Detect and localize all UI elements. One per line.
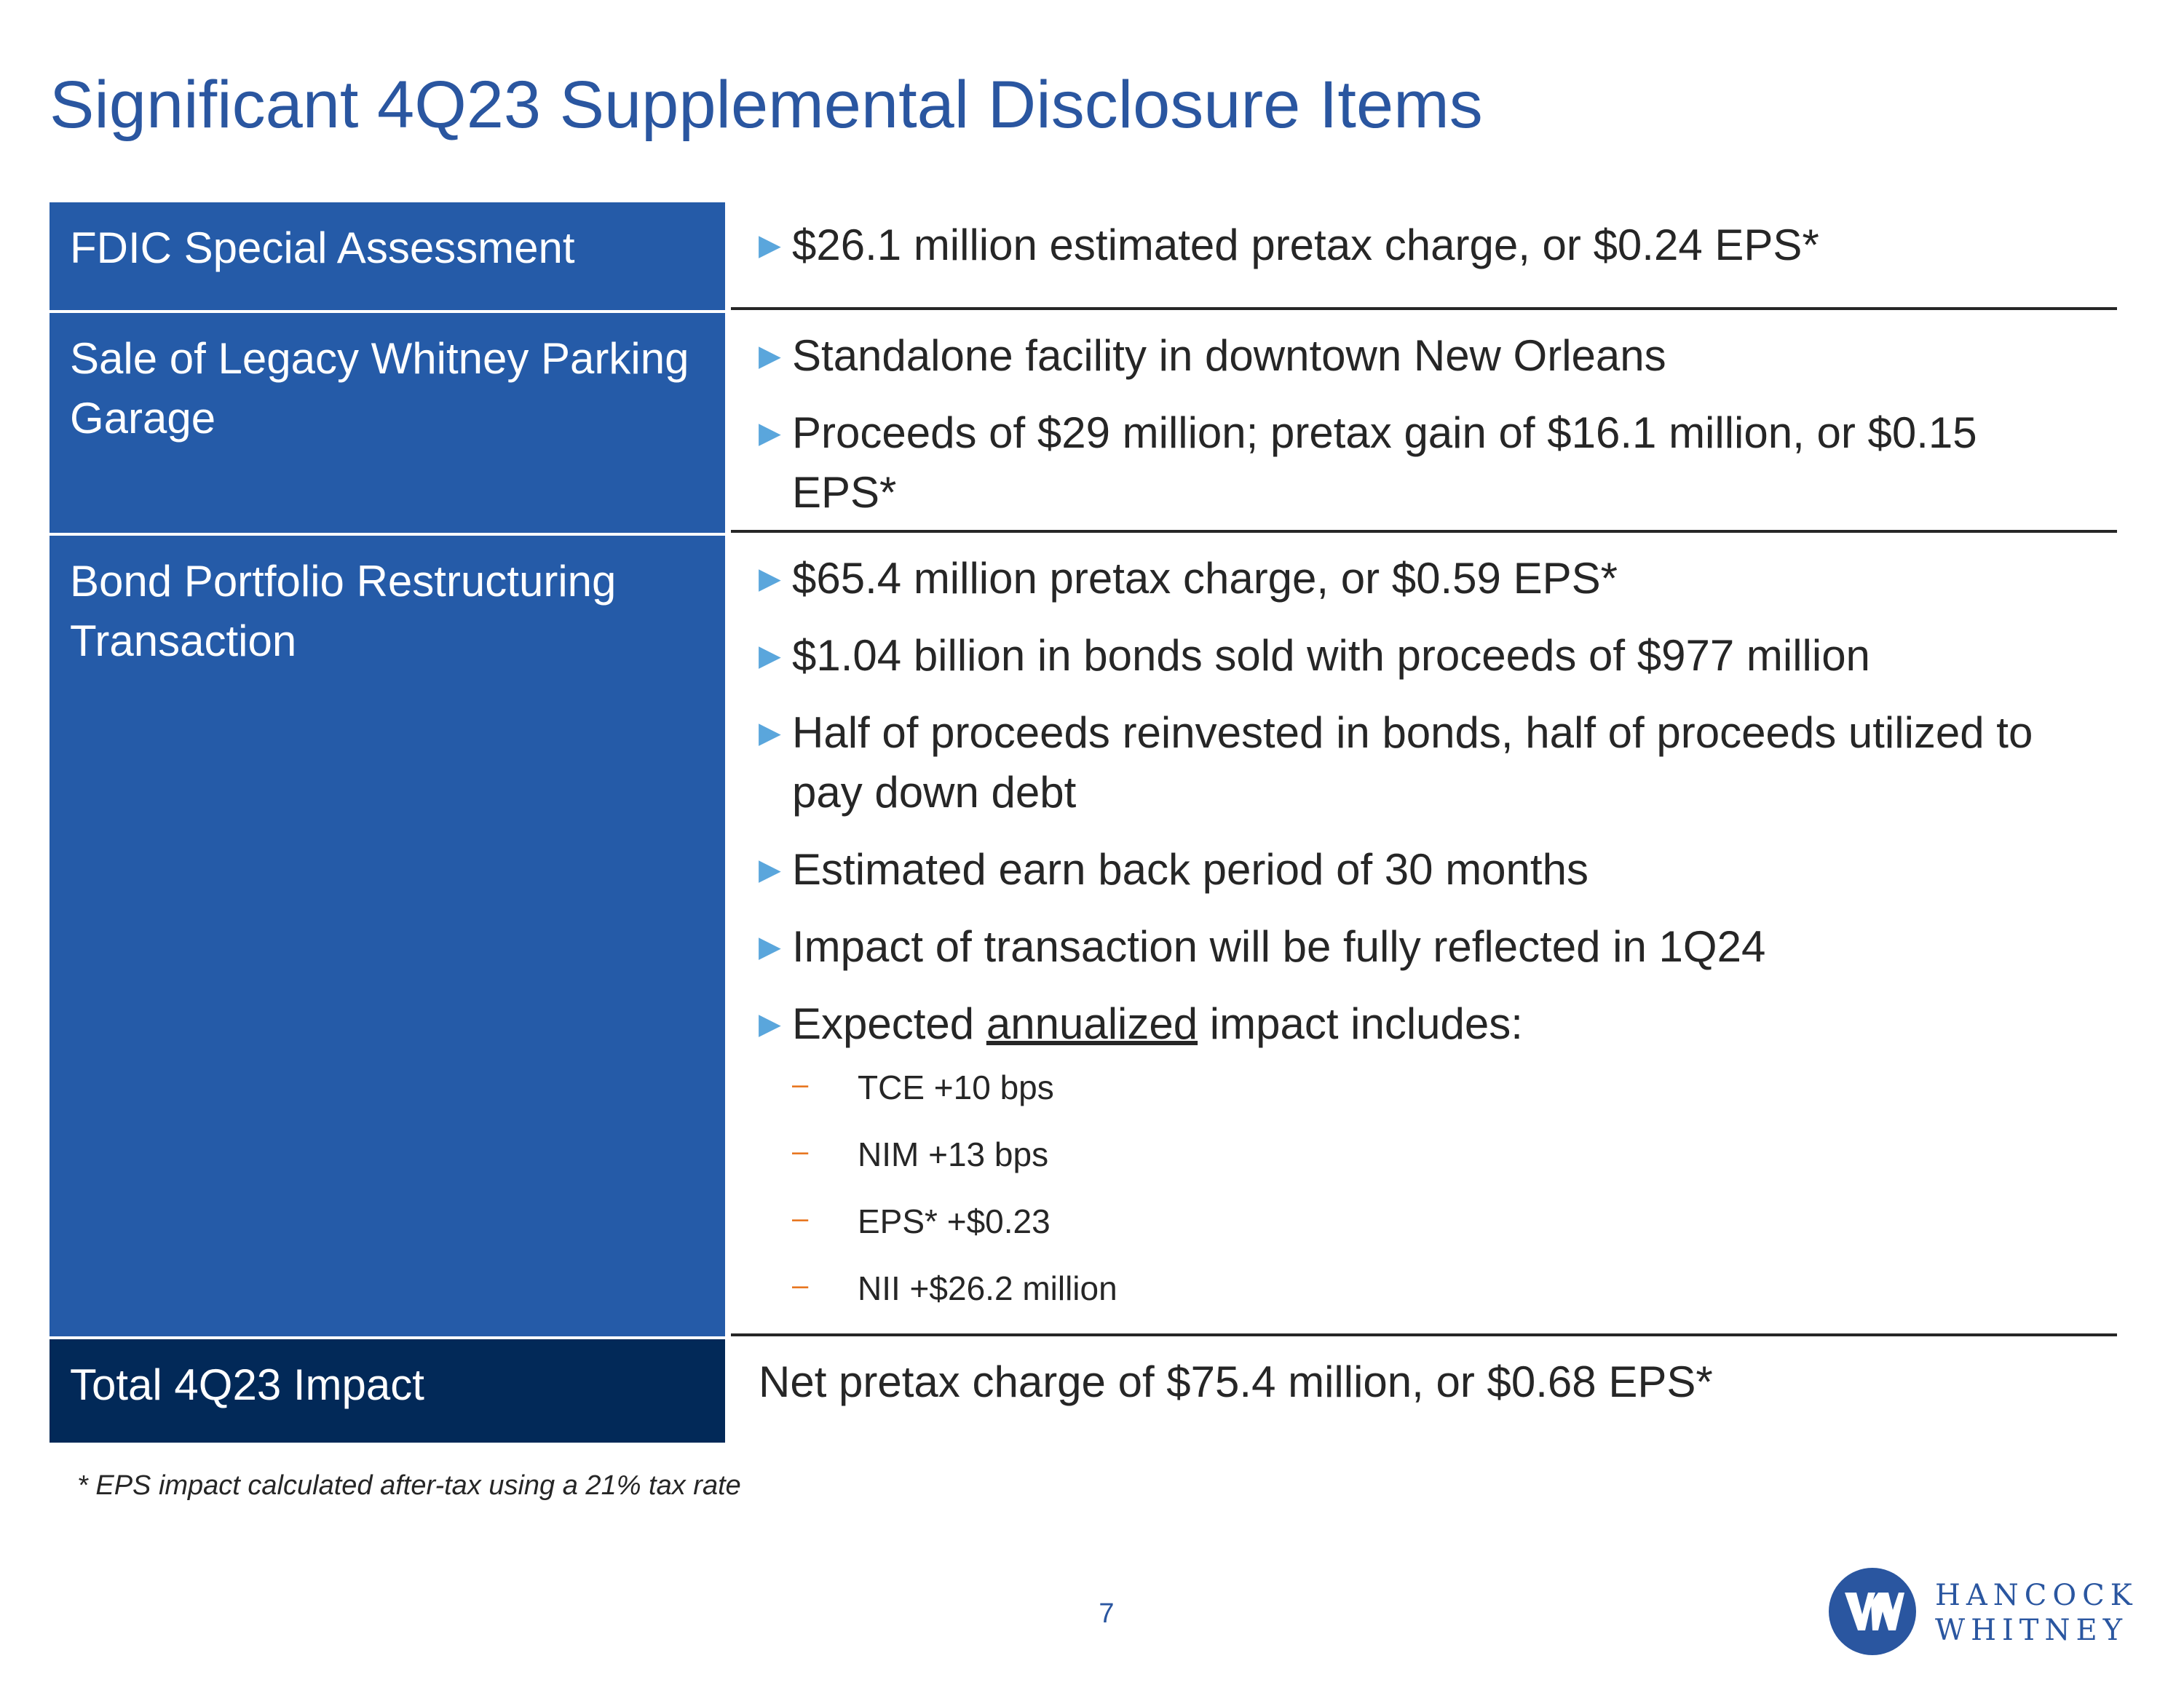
row-label: FDIC Special Assessment xyxy=(50,202,725,310)
bullet-text-prefix: Expected xyxy=(792,999,986,1048)
list-item: ▶ Standalone facility in downtown New Or… xyxy=(759,326,2073,386)
list-item: ▶ $65.4 million pretax charge, or $0.59 … xyxy=(759,549,2073,608)
logo-line-1: HANCOCK xyxy=(1935,1579,2138,1612)
row-content: ▶ $26.1 million estimated pretax charge,… xyxy=(731,202,2117,310)
triangle-bullet-icon: ▶ xyxy=(759,853,781,887)
list-item: ▶ Estimated earn back period of 30 month… xyxy=(759,840,2073,900)
row-label: Bond Portfolio Restructuring Transaction xyxy=(50,536,725,1336)
sub-list-item: – EPS* +$0.23 xyxy=(759,1198,2073,1245)
triangle-bullet-icon: ▶ xyxy=(759,229,781,262)
bullet-text: Estimated earn back period of 30 months xyxy=(792,845,1588,894)
bullet-list: ▶ $65.4 million pretax charge, or $0.59 … xyxy=(759,549,2073,1054)
hancock-whitney-logo-mark-icon xyxy=(1829,1568,1916,1655)
bullet-list: ▶ $26.1 million estimated pretax charge,… xyxy=(759,215,2073,275)
list-item: ▶ Proceeds of $29 million; pretax gain o… xyxy=(759,403,2073,523)
row-label: Total 4Q23 Impact xyxy=(50,1339,725,1443)
sub-list-item: – NIM +13 bps xyxy=(759,1131,2073,1178)
dash-bullet-icon: – xyxy=(792,1069,809,1101)
dash-bullet-icon: – xyxy=(792,1135,809,1167)
sub-item-text: EPS* +$0.23 xyxy=(858,1202,1051,1240)
list-item: ▶ Impact of transaction will be fully re… xyxy=(759,917,2073,977)
row-content: ▶ $65.4 million pretax charge, or $0.59 … xyxy=(731,536,2117,1336)
row-content: Net pretax charge of $75.4 million, or $… xyxy=(731,1339,2117,1443)
logo-line-2: WHITNEY xyxy=(1935,1614,2129,1647)
page-number: 7 xyxy=(1099,1598,1115,1629)
bullet-text: Standalone facility in downtown New Orle… xyxy=(792,331,1666,380)
sub-list-item: – NII +$26.2 million xyxy=(759,1265,2073,1312)
list-item: ▶ $26.1 million estimated pretax charge,… xyxy=(759,215,2073,275)
sub-item-text: TCE +10 bps xyxy=(858,1069,1054,1106)
bullet-text: $26.1 million estimated pretax charge, o… xyxy=(792,221,1819,269)
hancock-whitney-logo: HANCOCK WHITNEY xyxy=(1827,1565,2148,1660)
bullet-text: Proceeds of $29 million; pretax gain of … xyxy=(792,408,1977,517)
triangle-bullet-icon: ▶ xyxy=(759,716,781,750)
sub-item-text: NIM +13 bps xyxy=(858,1135,1049,1173)
dash-bullet-icon: – xyxy=(792,1269,809,1301)
bullet-text: Impact of transaction will be fully refl… xyxy=(792,922,1766,971)
triangle-bullet-icon: ▶ xyxy=(759,1007,781,1041)
bullet-text: $65.4 million pretax charge, or $0.59 EP… xyxy=(792,554,1618,603)
sub-item-text: NII +$26.2 million xyxy=(858,1269,1117,1307)
row-bond-restructuring: Bond Portfolio Restructuring Transaction… xyxy=(50,536,2117,1336)
underlined-term: annualized xyxy=(986,999,1198,1048)
sub-list-item: – TCE +10 bps xyxy=(759,1064,2073,1111)
sub-item-list: – TCE +10 bps – NIM +13 bps – EPS* +$0.2… xyxy=(759,1064,2073,1312)
total-impact-text: Net pretax charge of $75.4 million, or $… xyxy=(759,1357,1713,1406)
list-item: ▶ $1.04 billion in bonds sold with proce… xyxy=(759,626,2073,686)
logo-wordmark: HANCOCK WHITNEY xyxy=(1935,1578,2138,1648)
triangle-bullet-icon: ▶ xyxy=(759,339,781,373)
list-item: ▶ Expected annualized impact includes: xyxy=(759,994,2073,1054)
bullet-list: ▶ Standalone facility in downtown New Or… xyxy=(759,326,2073,523)
dash-bullet-icon: – xyxy=(792,1202,809,1234)
row-fdic-assessment: FDIC Special Assessment ▶ $26.1 million … xyxy=(50,202,2117,310)
triangle-bullet-icon: ▶ xyxy=(759,416,781,450)
row-parking-garage: Sale of Legacy Whitney Parking Garage ▶ … xyxy=(50,313,2117,533)
list-item: ▶ Half of proceeds reinvested in bonds, … xyxy=(759,703,2073,822)
bullet-text: $1.04 billion in bonds sold with proceed… xyxy=(792,631,1870,680)
row-total-impact: Total 4Q23 Impact Net pretax charge of $… xyxy=(50,1339,2117,1443)
triangle-bullet-icon: ▶ xyxy=(759,639,781,673)
bullet-text-suffix: impact includes: xyxy=(1198,999,1523,1048)
bullet-text: Half of proceeds reinvested in bonds, ha… xyxy=(792,708,2033,817)
row-content: ▶ Standalone facility in downtown New Or… xyxy=(731,313,2117,533)
row-label: Sale of Legacy Whitney Parking Garage xyxy=(50,313,725,533)
page-title: Significant 4Q23 Supplemental Disclosure… xyxy=(50,68,1483,142)
triangle-bullet-icon: ▶ xyxy=(759,930,781,964)
triangle-bullet-icon: ▶ xyxy=(759,562,781,595)
footnote: * EPS impact calculated after-tax using … xyxy=(77,1470,741,1501)
